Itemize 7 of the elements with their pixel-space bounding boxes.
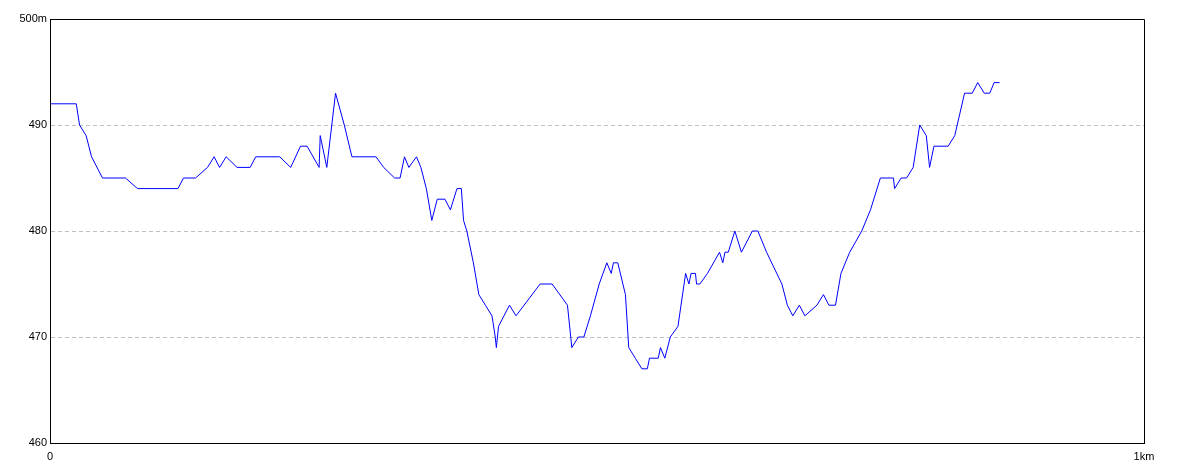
x-tick-label: 0 [46,449,54,462]
y-tick-label: 470 [28,330,47,343]
x-tick-label: 1km [1133,449,1155,462]
y-tick-label: 460 [28,436,47,449]
y-tick-label: 490 [28,118,47,131]
y-tick-label: 480 [28,224,47,237]
y-tick-label: 500m [19,12,47,25]
